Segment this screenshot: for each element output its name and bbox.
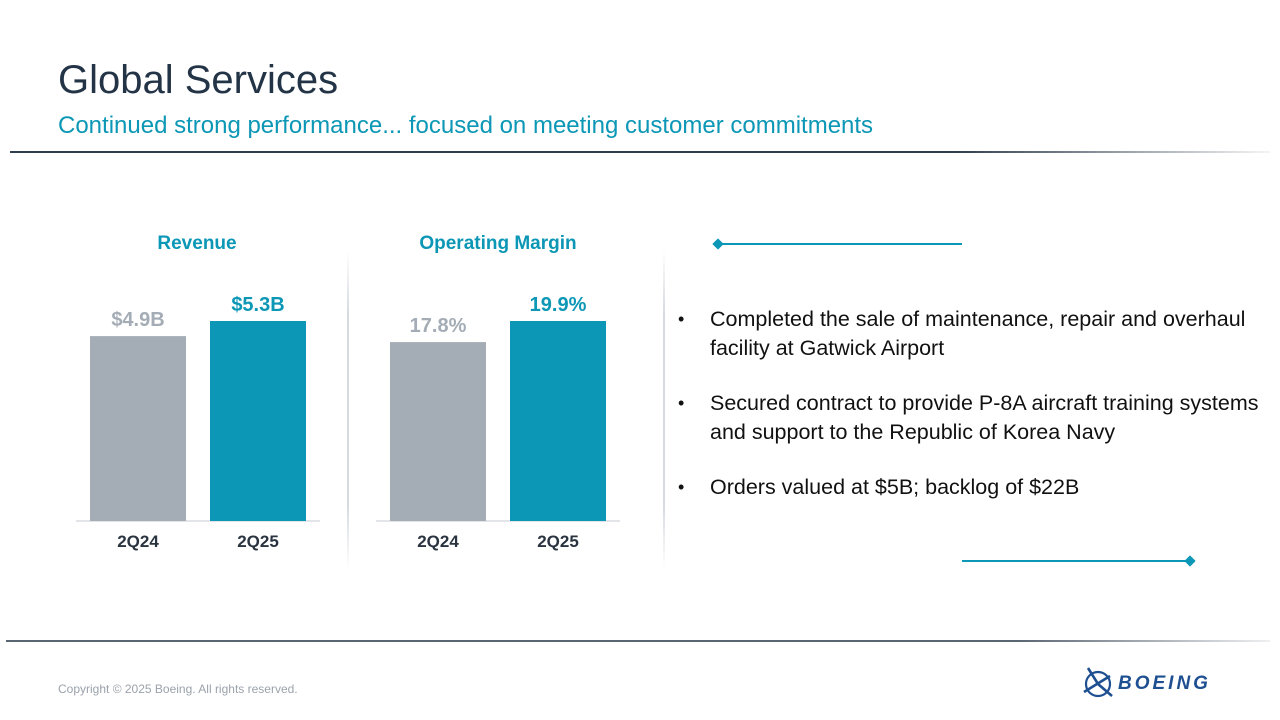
footer-rule (6, 640, 1270, 642)
boeing-logo-text: BOEING (1118, 673, 1211, 694)
bar-2q24 (90, 336, 186, 521)
margin-chart-title: Operating Margin (419, 233, 577, 254)
bullet-icon: • (678, 309, 685, 329)
bar-2q25 (210, 321, 306, 521)
bar-2q24 (390, 342, 486, 521)
bottom-accent-line (962, 560, 1190, 562)
bullet-item: • Orders valued at $5B; backlog of $22B (678, 473, 1268, 502)
boeing-emblem-icon (1083, 667, 1113, 698)
data-label: $5.3B (231, 294, 284, 316)
revenue-chart-title: Revenue (157, 233, 237, 254)
copyright-text: Copyright © 2025 Boeing. All rights rese… (58, 682, 298, 696)
top-accent-line (720, 243, 962, 245)
tick-label: 2Q24 (117, 532, 159, 551)
boeing-logo: BOEING (1083, 667, 1211, 698)
bar-2q25 (510, 321, 606, 521)
operating-margin-chart: 17.8% 2Q24 19.9% 2Q25 (376, 294, 620, 551)
chart-divider (347, 250, 349, 570)
bullet-item: • Completed the sale of maintenance, repa… (678, 307, 1246, 360)
data-label: 17.8% (410, 315, 467, 337)
data-label: $4.9B (111, 309, 164, 331)
tick-label: 2Q25 (237, 532, 279, 551)
diamond-icon (1184, 555, 1196, 567)
bullet-icon: • (678, 393, 685, 413)
revenue-chart: $4.9B 2Q24 $5.3B 2Q25 (76, 294, 320, 551)
bullet-item: • Secured contract to provide P-8A aircra… (678, 391, 1259, 444)
page-title: Global Services (58, 58, 339, 102)
highlights-list: • Completed the sale of maintenance, repa… (678, 305, 1268, 528)
page-subtitle: Continued strong performance... focused … (58, 112, 874, 139)
tick-label: 2Q24 (417, 532, 459, 551)
bullet-icon: • (678, 477, 685, 497)
header-rule (10, 151, 1270, 153)
tick-label: 2Q25 (537, 532, 579, 551)
data-label: 19.9% (530, 294, 587, 316)
content-divider (663, 250, 665, 570)
